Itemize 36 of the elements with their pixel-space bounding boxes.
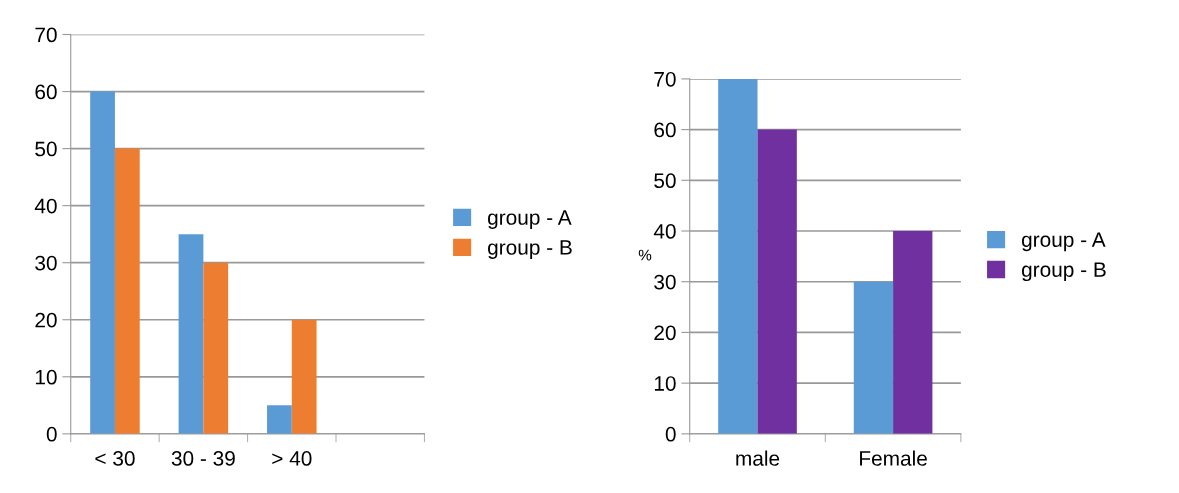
y-tick-label: 50 bbox=[35, 141, 57, 157]
bar bbox=[757, 129, 797, 434]
bar bbox=[718, 78, 758, 434]
x-tick-label: 30 - 39 bbox=[171, 451, 235, 466]
legend-label: group - A bbox=[1021, 232, 1106, 252]
legend-label: group - B bbox=[1021, 262, 1106, 282]
y-axis-title: % bbox=[638, 249, 652, 261]
y-tick-label: 10 bbox=[35, 369, 57, 385]
y-tick-label: 70 bbox=[654, 71, 676, 87]
legend-label: group - A bbox=[488, 210, 572, 229]
y-tick-label: 70 bbox=[35, 27, 57, 43]
y-tick-label: 30 bbox=[35, 255, 57, 271]
bar bbox=[203, 262, 229, 434]
bar bbox=[853, 281, 894, 434]
bar bbox=[178, 234, 204, 434]
y-tick-label: 20 bbox=[654, 325, 676, 341]
bar bbox=[291, 319, 317, 434]
y-tick-label: 0 bbox=[46, 426, 57, 442]
x-tick-label: < 30 bbox=[95, 451, 135, 466]
legend-label: group - B bbox=[488, 240, 572, 259]
bar bbox=[90, 91, 115, 434]
y-tick-label: 40 bbox=[653, 224, 676, 239]
bar bbox=[114, 148, 140, 434]
y-tick-label: 60 bbox=[654, 122, 676, 138]
bar bbox=[893, 231, 933, 434]
x-tick-label: > 40 bbox=[272, 451, 312, 466]
y-tick-label: 30 bbox=[654, 274, 676, 290]
x-tick-label: Female bbox=[860, 450, 927, 466]
y-tick-label: 10 bbox=[654, 376, 676, 391]
y-tick-label: 60 bbox=[35, 84, 57, 100]
y-tick-label: 40 bbox=[34, 198, 57, 214]
y-tick-label: 0 bbox=[665, 426, 676, 442]
y-tick-label: 20 bbox=[35, 312, 57, 328]
bar bbox=[267, 405, 292, 434]
y-tick-label: 50 bbox=[654, 173, 676, 189]
x-tick-label: male bbox=[736, 450, 780, 466]
